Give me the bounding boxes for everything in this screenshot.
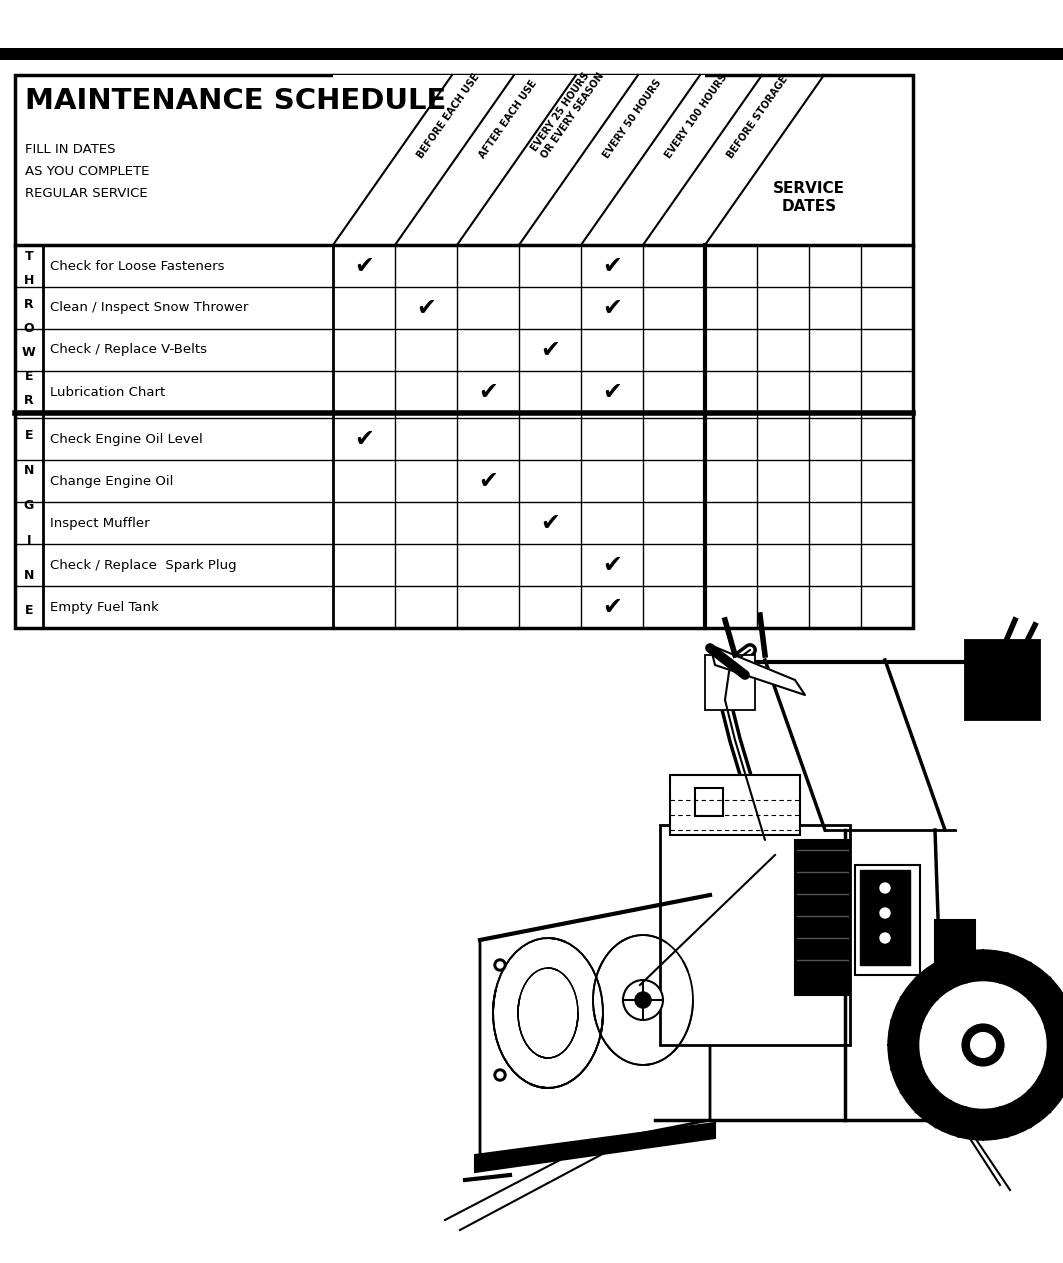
Text: ✔: ✔ (416, 296, 436, 320)
Text: EVERY 25 HOURS
OR EVERY SEASON: EVERY 25 HOURS OR EVERY SEASON (529, 64, 606, 160)
Circle shape (918, 980, 1048, 1110)
Text: E: E (24, 429, 33, 442)
Text: Lubrication Chart: Lubrication Chart (50, 385, 165, 399)
Circle shape (880, 908, 890, 918)
Text: REGULAR SERVICE: REGULAR SERVICE (26, 187, 148, 200)
Text: ✔: ✔ (478, 380, 497, 404)
Text: AS YOU COMPLETE: AS YOU COMPLETE (26, 165, 150, 178)
Text: Inspect Muffler: Inspect Muffler (50, 517, 150, 529)
Text: E: E (24, 604, 33, 618)
Polygon shape (710, 645, 805, 695)
Bar (855, 865, 919, 975)
Text: T: T (24, 250, 33, 264)
Circle shape (497, 1072, 503, 1079)
Text: BEFORE STORAGE: BEFORE STORAGE (725, 73, 790, 160)
Circle shape (497, 962, 503, 967)
Text: ✔: ✔ (602, 254, 622, 278)
Polygon shape (480, 895, 710, 1164)
Circle shape (962, 1024, 1003, 1066)
Circle shape (494, 959, 506, 971)
Circle shape (494, 1068, 506, 1081)
Text: EVERY 50 HOURS: EVERY 50 HOURS (602, 77, 663, 160)
Circle shape (888, 950, 1063, 1140)
Text: ✔: ✔ (602, 595, 622, 619)
Text: O: O (23, 322, 34, 336)
Text: Empty Fuel Tank: Empty Fuel Tank (50, 600, 158, 614)
Text: Check Engine Oil Level: Check Engine Oil Level (50, 432, 203, 446)
Text: Clean / Inspect Snow Thrower: Clean / Inspect Snow Thrower (50, 302, 249, 314)
Circle shape (971, 1033, 995, 1057)
Circle shape (623, 980, 663, 1021)
Bar (660, 825, 850, 1045)
Text: BEFORE EACH USE: BEFORE EACH USE (416, 72, 482, 160)
Bar (333, 75, 705, 245)
Bar (935, 919, 975, 990)
Bar (695, 788, 723, 816)
Text: ✔: ✔ (354, 427, 374, 451)
Text: E: E (24, 370, 33, 384)
Text: W: W (22, 346, 36, 360)
Text: R: R (24, 298, 34, 312)
Bar (860, 870, 910, 965)
Text: ✔: ✔ (540, 512, 560, 536)
Bar (670, 775, 800, 835)
Circle shape (635, 991, 651, 1008)
Text: ✔: ✔ (602, 380, 622, 404)
Text: AFTER EACH USE: AFTER EACH USE (477, 78, 539, 160)
Text: FILL IN DATES: FILL IN DATES (26, 143, 116, 157)
Text: ✔: ✔ (602, 553, 622, 577)
Text: G: G (23, 499, 34, 512)
Text: EVERY 100 HOURS: EVERY 100 HOURS (663, 72, 729, 160)
Polygon shape (475, 1123, 715, 1172)
Bar (705, 655, 755, 710)
Text: I: I (27, 534, 31, 547)
Text: ✔: ✔ (540, 338, 560, 362)
Text: R: R (24, 394, 34, 408)
Bar (965, 640, 1040, 720)
Text: ✔: ✔ (478, 469, 497, 493)
Text: N: N (23, 570, 34, 582)
Text: MAINTENANCE SCHEDULE: MAINTENANCE SCHEDULE (26, 87, 446, 115)
Text: Check / Replace  Spark Plug: Check / Replace Spark Plug (50, 558, 237, 571)
Text: Check / Replace V-Belts: Check / Replace V-Belts (50, 344, 207, 356)
Bar (971, 645, 1025, 710)
Text: H: H (23, 274, 34, 288)
Text: SERVICE
DATES: SERVICE DATES (773, 181, 845, 213)
Bar (15, 75, 913, 628)
Bar (0, 48, 1063, 61)
Circle shape (880, 933, 890, 943)
Bar (795, 840, 850, 995)
Text: N: N (23, 464, 34, 477)
Text: Check for Loose Fasteners: Check for Loose Fasteners (50, 259, 224, 273)
Circle shape (880, 883, 890, 893)
Text: Change Engine Oil: Change Engine Oil (50, 475, 173, 488)
Text: ✔: ✔ (602, 296, 622, 320)
Text: ✔: ✔ (354, 254, 374, 278)
